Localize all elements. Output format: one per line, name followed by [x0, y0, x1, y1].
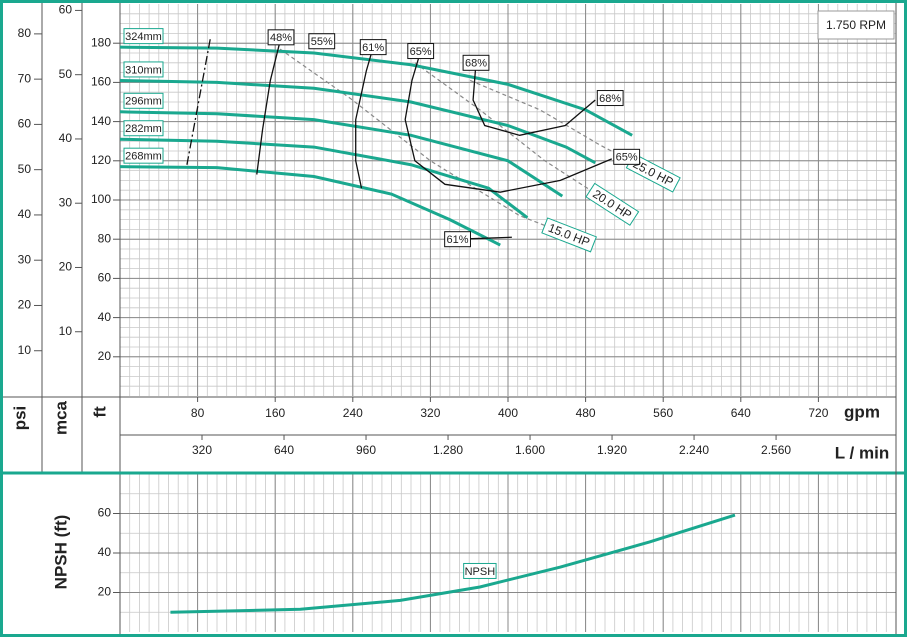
- x-tick-label: 80: [191, 406, 205, 420]
- x-tick-label: 400: [498, 406, 518, 420]
- y-tick-label: 40: [98, 310, 112, 324]
- x2-tick-label: 640: [274, 443, 294, 457]
- y-tick-label: 60: [98, 271, 112, 285]
- efficiency-label-box: [462, 54, 490, 71]
- x2-tick-label: 1.280: [433, 443, 463, 457]
- efficiency-line: [404, 50, 613, 193]
- power-line: [279, 48, 546, 227]
- y-tick-label: 120: [91, 153, 111, 167]
- x-tick-label: 720: [808, 406, 828, 420]
- efficiency-label-box: [444, 231, 471, 248]
- x2-tick-label: 320: [192, 443, 212, 457]
- efficiency-label: 61%: [362, 42, 384, 54]
- impeller-curve: [119, 78, 597, 165]
- y-tick-label: 80: [98, 231, 112, 245]
- efficiency-label: 68%: [599, 93, 621, 105]
- psi-tick-label: 70: [18, 71, 32, 85]
- efficiency-label: 55%: [311, 36, 333, 48]
- mca-tick-label: 40: [59, 131, 73, 145]
- efficiency-label-box: [308, 33, 336, 50]
- rpm-box: [817, 10, 895, 40]
- efficiency-label-box: [407, 43, 435, 60]
- rpm-label: 1.750 RPM: [826, 18, 886, 32]
- mca-tick-label: 30: [59, 195, 73, 209]
- x-tick-label: 320: [420, 406, 440, 420]
- psi-label: psi: [10, 406, 29, 431]
- mca-tick-label: 10: [59, 324, 73, 338]
- power-label-box: [541, 217, 597, 253]
- impeller-label: 324mm: [125, 31, 162, 43]
- y-tick-label: 180: [91, 35, 111, 49]
- efficiency-line: [472, 62, 596, 136]
- impeller-label-box: [123, 92, 164, 109]
- x2-tick-label: 960: [356, 443, 376, 457]
- x2-tick-label: 1.920: [597, 443, 627, 457]
- npsh-tick-label: 40: [98, 545, 112, 559]
- x2-tick-label: 2.240: [679, 443, 709, 457]
- psi-tick-label: 20: [18, 298, 32, 312]
- efficiency-label-box: [267, 29, 295, 46]
- efficiency-label-box: [359, 39, 387, 56]
- impeller-label: 296mm: [125, 96, 162, 108]
- efficiency-line: [186, 39, 211, 165]
- impeller-label-box: [123, 61, 164, 78]
- impeller-label: 268mm: [125, 151, 162, 163]
- psi-tick-label: 30: [18, 252, 32, 266]
- x-tick-label: 240: [343, 406, 363, 420]
- psi-tick-label: 10: [18, 343, 32, 357]
- npsh-curve: [170, 513, 736, 614]
- impeller-label: 282mm: [125, 123, 162, 135]
- psi-tick-label: 60: [18, 117, 32, 131]
- mca-tick-label: 20: [59, 260, 73, 274]
- impeller-curve: [119, 165, 501, 247]
- impeller-curve: [119, 137, 529, 219]
- efficiency-label-box: [613, 148, 641, 165]
- x-axis-label: gpm: [844, 402, 880, 421]
- mca-label: mca: [51, 400, 70, 435]
- npsh-axis-label: NPSH (ft): [51, 515, 70, 590]
- impeller-curve: [119, 110, 564, 198]
- efficiency-label-box: [596, 90, 624, 107]
- npsh-tick-label: 60: [98, 506, 112, 520]
- y-tick-label: 20: [98, 349, 112, 363]
- npsh-tick-label: 20: [98, 585, 112, 599]
- impeller-label-box: [123, 28, 164, 45]
- efficiency-line: [355, 46, 374, 189]
- mca-tick-label: 50: [59, 67, 73, 81]
- psi-tick-label: 50: [18, 162, 32, 176]
- y-tick-label: 140: [91, 114, 111, 128]
- power-label-box: [585, 182, 640, 226]
- efficiency-label: 65%: [410, 46, 432, 58]
- efficiency-label: 68%: [465, 58, 487, 70]
- efficiency-line: [256, 37, 282, 175]
- efficiency-label: 61%: [447, 234, 469, 246]
- impeller-curve: [119, 45, 633, 137]
- x-tick-label: 160: [265, 406, 285, 420]
- npsh-label: NPSH: [465, 566, 496, 578]
- psi-tick-label: 80: [18, 26, 32, 40]
- x2-axis-label: L / min: [835, 443, 889, 462]
- ft-label: ft: [90, 406, 109, 418]
- x-tick-label: 640: [731, 406, 751, 420]
- y-tick-label: 160: [91, 75, 111, 89]
- x-tick-label: 560: [653, 406, 673, 420]
- mca-tick-label: 60: [59, 3, 73, 17]
- impeller-label: 310mm: [125, 64, 162, 76]
- x-tick-label: 480: [576, 406, 596, 420]
- npsh-label-box: [463, 562, 497, 579]
- psi-tick-label: 40: [18, 207, 32, 221]
- efficiency-label: 48%: [270, 32, 292, 44]
- grid: [120, 4, 896, 632]
- x2-tick-label: 1.600: [515, 443, 545, 457]
- power-line: [414, 62, 591, 191]
- impeller-label-box: [123, 147, 164, 164]
- x2-tick-label: 2.560: [761, 443, 791, 457]
- efficiency-label: 65%: [616, 152, 638, 164]
- impeller-label-box: [123, 120, 164, 137]
- y-tick-label: 100: [91, 192, 111, 206]
